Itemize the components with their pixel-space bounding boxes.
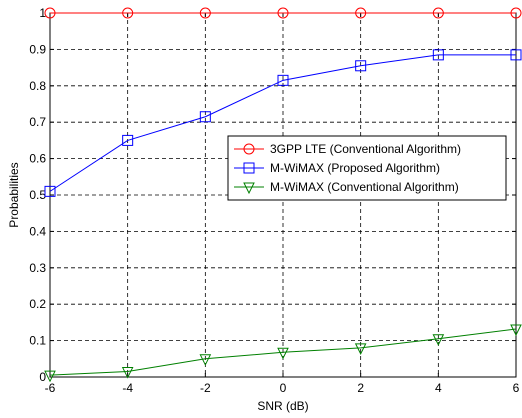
data-point bbox=[122, 134, 134, 146]
y-tick-label: 0 bbox=[39, 370, 46, 384]
y-tick-label: 0.4 bbox=[29, 224, 46, 238]
data-point bbox=[510, 49, 522, 61]
data-point bbox=[354, 343, 367, 355]
x-tick-label: 4 bbox=[435, 381, 442, 395]
x-tick-label: -6 bbox=[45, 381, 56, 395]
y-tick-label: 0.8 bbox=[29, 79, 46, 93]
series-2 bbox=[44, 49, 522, 197]
y-tick-label: 0.1 bbox=[29, 334, 46, 348]
data-point bbox=[277, 7, 289, 19]
x-tick-label: 6 bbox=[513, 381, 520, 395]
y-tick-label: 0.6 bbox=[29, 152, 46, 166]
data-point bbox=[432, 334, 445, 346]
data-point bbox=[122, 7, 134, 19]
legend-item: 3GPP LTE (Conventional Algorithm) bbox=[234, 142, 461, 156]
series-layer bbox=[44, 7, 522, 383]
series-line bbox=[49, 54, 516, 192]
data-point bbox=[199, 111, 211, 123]
data-point bbox=[432, 49, 444, 61]
data-point bbox=[44, 185, 56, 197]
legend-label: M-WiMAX (Proposed Algorithm) bbox=[270, 161, 440, 175]
legend-marker bbox=[243, 143, 255, 155]
legend-label: 3GPP LTE (Conventional Algorithm) bbox=[270, 142, 461, 156]
x-tick-label: -4 bbox=[122, 381, 133, 395]
series-line bbox=[49, 328, 517, 376]
data-point bbox=[510, 7, 522, 19]
y-tick-label: 0.3 bbox=[29, 261, 46, 275]
legend-marker bbox=[243, 182, 255, 195]
data-point bbox=[277, 347, 289, 360]
legend-box bbox=[227, 135, 507, 201]
y-tick-label: 0.2 bbox=[29, 297, 46, 311]
y-tick-label: 0.5 bbox=[29, 188, 46, 202]
legend: 3GPP LTE (Conventional Algorithm) M-WiMAX… bbox=[227, 135, 507, 201]
y-tick-label: 0.7 bbox=[29, 115, 46, 129]
axis-ticks: -6 -4 -2 0 2 4 6 0 0.1 0.2 0.3 0.4 0.5 0.6 0.7 0.8 0.9 1 bbox=[29, 6, 519, 395]
data-point bbox=[510, 324, 522, 337]
series-3 bbox=[44, 324, 522, 383]
y-axis-label: Probabilities bbox=[7, 162, 21, 227]
data-point bbox=[355, 60, 367, 72]
data-point bbox=[121, 367, 134, 379]
x-tick-label: 2 bbox=[357, 381, 364, 395]
data-point bbox=[44, 7, 56, 19]
legend-item: M-WiMAX (Proposed Algorithm) bbox=[234, 161, 440, 175]
series-1 bbox=[44, 7, 522, 19]
x-axis-label: SNR (dB) bbox=[257, 399, 308, 413]
x-tick-label: 0 bbox=[280, 381, 287, 395]
y-tick-label: 0.9 bbox=[29, 42, 46, 56]
data-point bbox=[199, 354, 212, 366]
legend-item: M-WiMAX (Conventional Algorithm) bbox=[234, 180, 459, 195]
data-point bbox=[432, 7, 444, 19]
data-point bbox=[277, 74, 289, 86]
data-point bbox=[199, 7, 211, 19]
data-point bbox=[355, 7, 367, 19]
data-point bbox=[44, 370, 56, 383]
y-tick-label: 1 bbox=[39, 6, 46, 20]
x-tick-label: -2 bbox=[200, 381, 211, 395]
legend-label: M-WiMAX (Conventional Algorithm) bbox=[270, 180, 459, 194]
legend-marker bbox=[243, 162, 255, 174]
